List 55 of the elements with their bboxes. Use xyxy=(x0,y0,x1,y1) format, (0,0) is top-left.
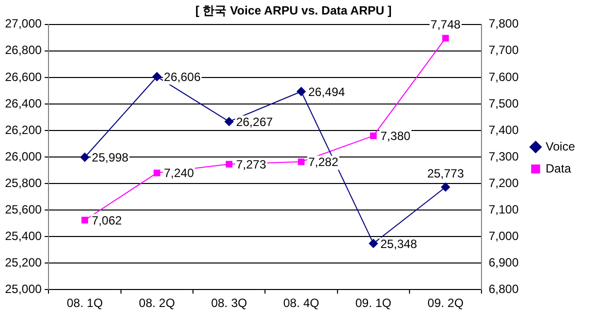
point xyxy=(152,72,162,82)
data-label: 25,348 xyxy=(380,236,418,251)
y2-tick-label: 7,000 xyxy=(488,228,519,243)
data-label: 7,062 xyxy=(92,213,122,228)
y2-tick-label: 7,200 xyxy=(488,176,519,190)
y-tick-label: 26,600 xyxy=(5,70,42,84)
y-tick-label: 26,800 xyxy=(5,43,42,58)
y-tick-label: 25,000 xyxy=(5,282,42,296)
point xyxy=(80,152,90,162)
y2-tick-label: 7,600 xyxy=(488,70,519,84)
data-label: 7,240 xyxy=(164,166,194,180)
point xyxy=(226,160,232,168)
data-label: 7,748 xyxy=(430,18,461,32)
y2-tick-label: 7,700 xyxy=(488,43,519,58)
point xyxy=(154,170,160,176)
y-tick-label: 25,800 xyxy=(5,176,42,190)
point xyxy=(368,238,378,248)
point xyxy=(298,158,305,166)
point xyxy=(224,117,234,126)
legend-label: Data xyxy=(546,161,572,176)
y-tick-label: 26,000 xyxy=(5,149,42,164)
y-tick-label: 25,400 xyxy=(5,228,42,243)
point xyxy=(370,132,377,140)
data-label: 7,273 xyxy=(236,157,266,172)
data-label: 7,282 xyxy=(308,155,339,170)
y2-tick-label: 7,300 xyxy=(488,149,519,164)
y2-tick-label: 7,500 xyxy=(488,96,519,110)
point xyxy=(442,34,449,42)
x-tick-label: 08. 1Q xyxy=(66,296,103,310)
y-tick-label: 26,200 xyxy=(5,122,42,137)
x-tick-label: 08. 2Q xyxy=(138,296,175,310)
y-tick-label: 25,200 xyxy=(5,255,42,270)
point xyxy=(441,182,450,192)
y2-tick-label: 7,800 xyxy=(488,16,519,31)
x-tick-label: 09. 1Q xyxy=(355,296,392,310)
y2-tick-label: 7,400 xyxy=(488,122,519,137)
y-tick-label: 26,400 xyxy=(5,96,42,110)
y2-tick-label: 7,100 xyxy=(488,202,519,216)
point xyxy=(296,86,306,96)
data-label: 26,606 xyxy=(164,70,201,84)
x-tick-label: 09. 2Q xyxy=(428,296,464,310)
data-label: 26,267 xyxy=(236,114,274,129)
x-tick-label: 08. 3Q xyxy=(211,296,248,310)
y-tick-label: 27,000 xyxy=(5,16,42,31)
data-label: 25,998 xyxy=(92,150,129,165)
data-label: 7,380 xyxy=(380,129,411,144)
chart-title: [ 한국 Voice ARPU vs. Data ARPU ] xyxy=(195,4,392,18)
data-label: 25,773 xyxy=(427,166,464,180)
y-tick-label: 25,600 xyxy=(5,202,42,216)
point xyxy=(81,216,88,224)
y2-tick-label: 6,800 xyxy=(488,282,519,296)
data-label: 26,494 xyxy=(308,84,346,99)
x-tick-label: 08. 4Q xyxy=(283,296,320,310)
legend-label: Voice xyxy=(546,139,576,154)
y2-tick-label: 6,900 xyxy=(488,255,519,270)
